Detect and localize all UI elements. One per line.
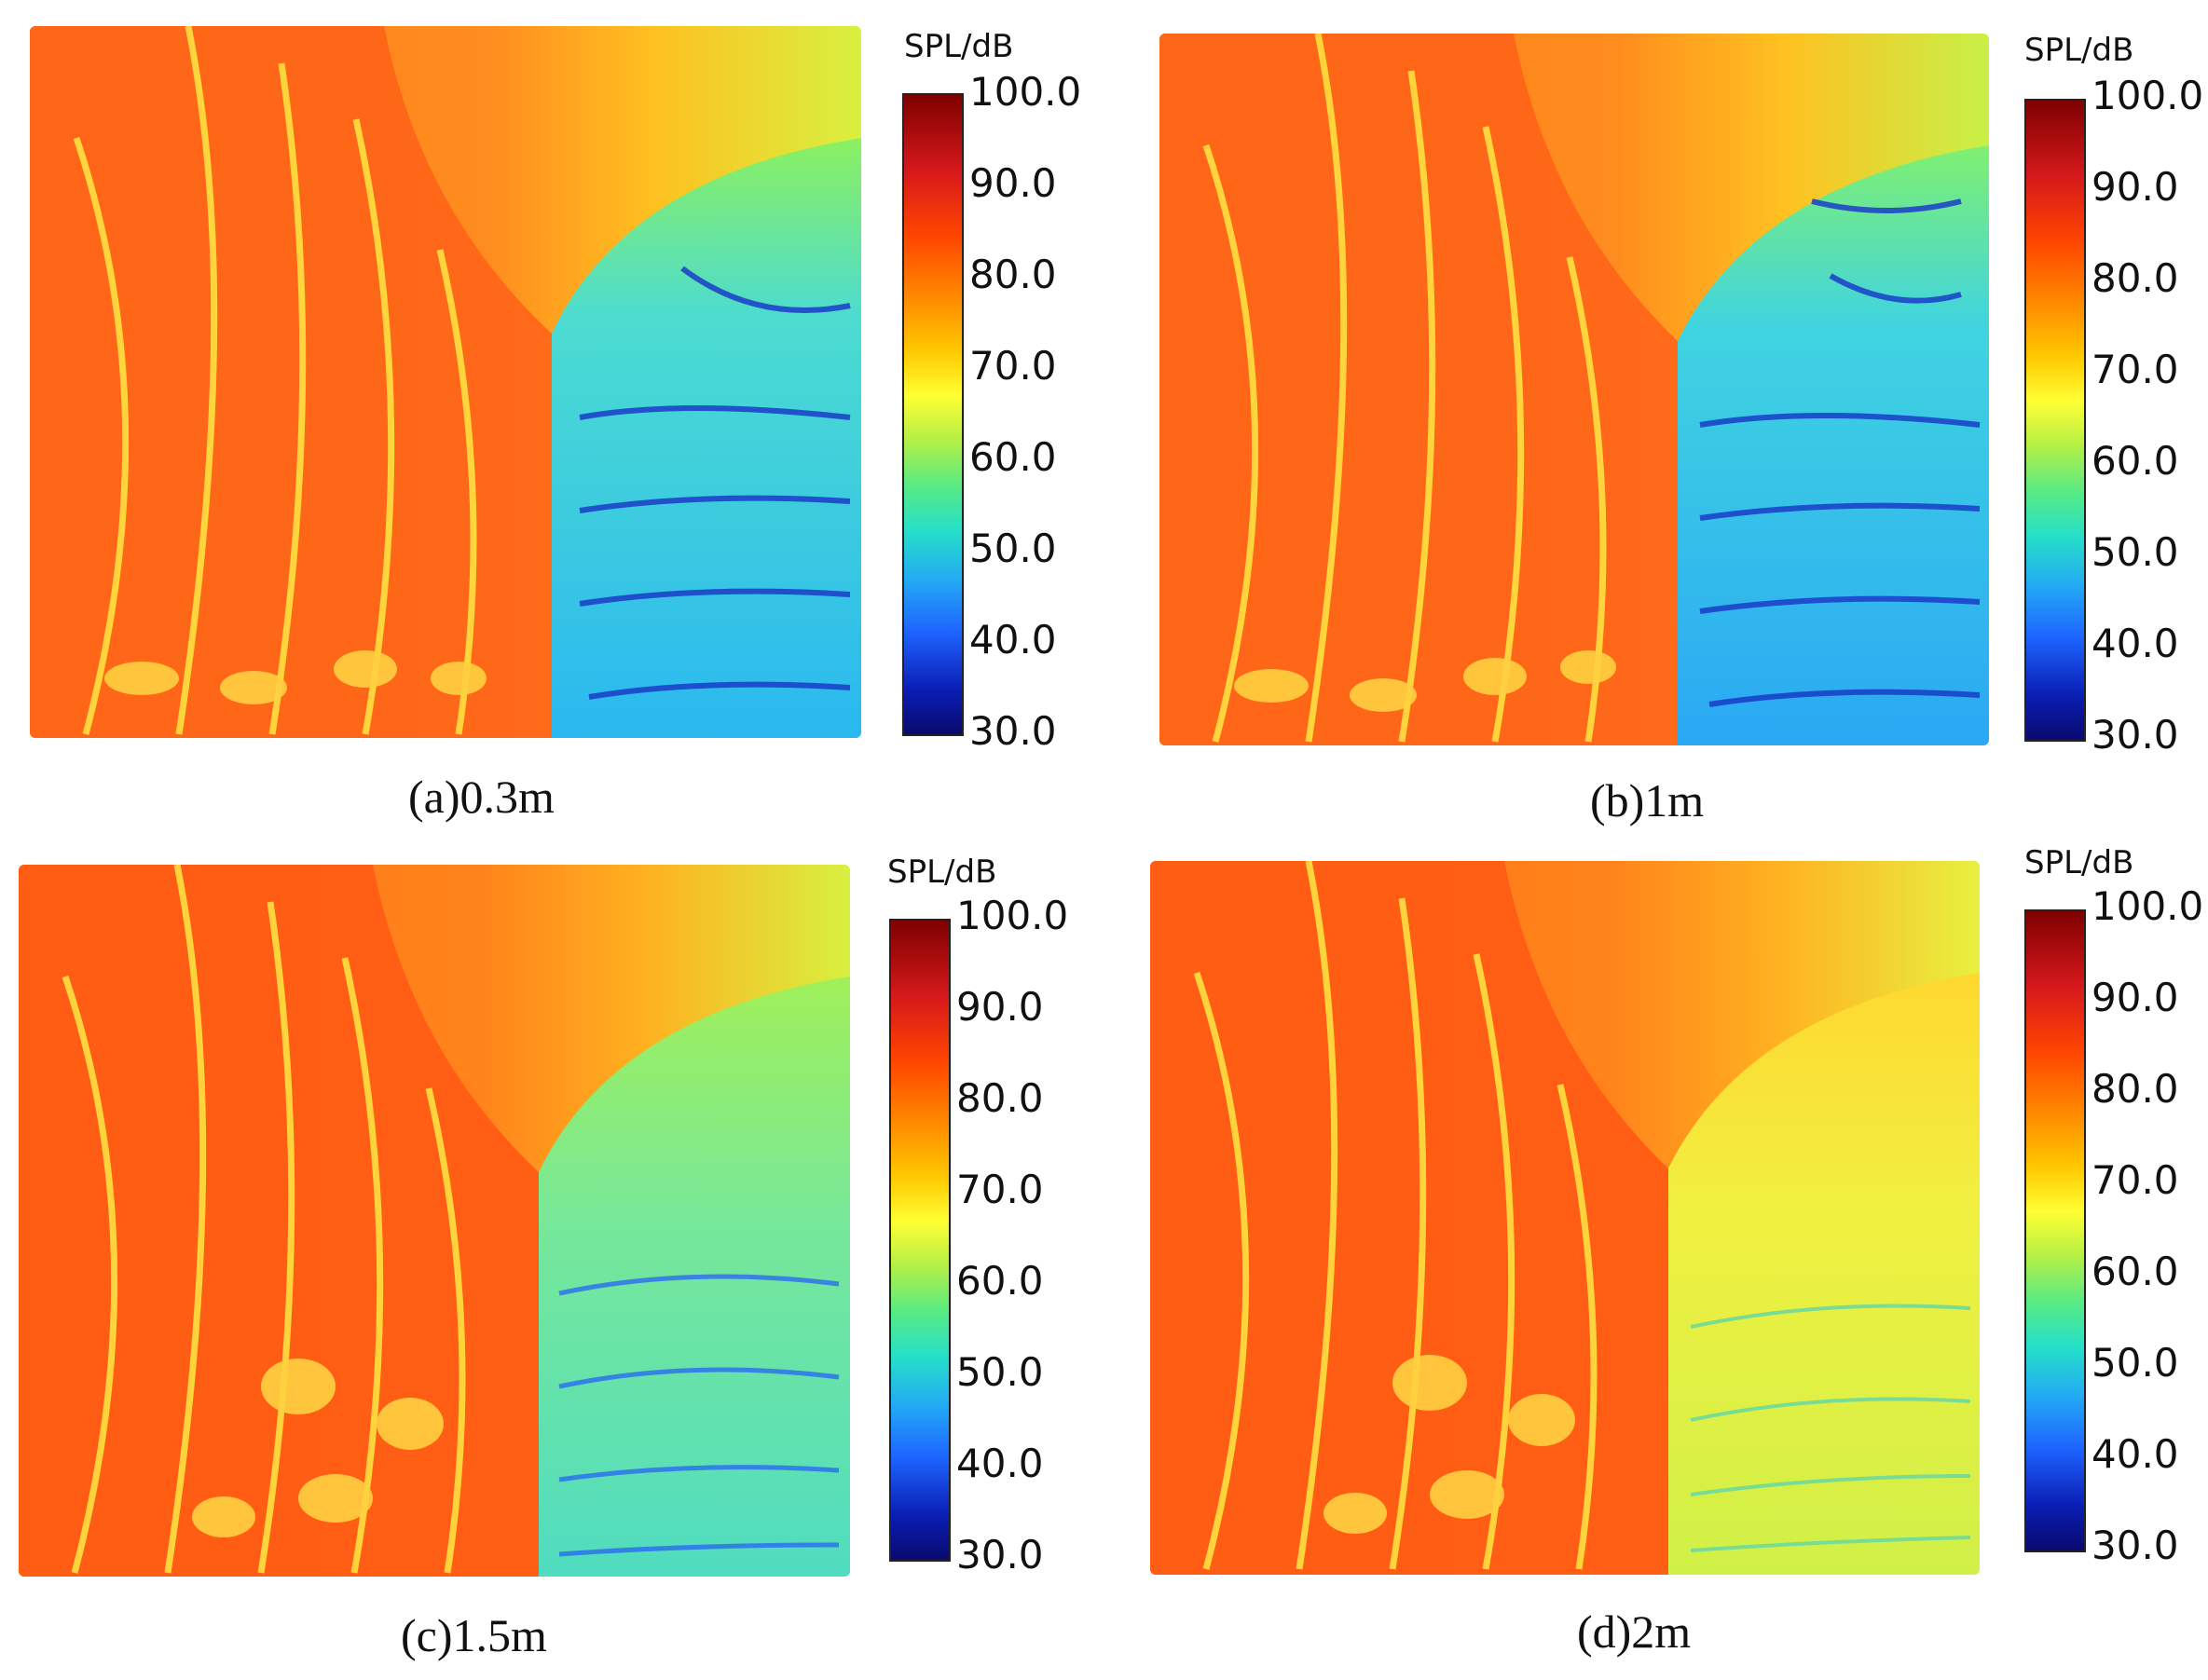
tick-label: 40.0 (2091, 1431, 2179, 1477)
tick-label: 90.0 (2091, 975, 2179, 1020)
tick-label: 80.0 (956, 1075, 1044, 1121)
tick-label: 40.0 (969, 617, 1057, 662)
tick-label: 90.0 (956, 984, 1044, 1030)
tick-label: 60.0 (2091, 438, 2179, 484)
tick-label: 100.0 (2091, 73, 2204, 118)
caption-d: (d)2m (1577, 1605, 1692, 1658)
tick-label: 30.0 (969, 708, 1057, 754)
tick-label: 100.0 (956, 893, 1069, 938)
tick-label: 60.0 (956, 1258, 1044, 1304)
spl-field-graphic-a (30, 26, 861, 738)
spl-field-d (1150, 861, 1980, 1575)
tick-label: 60.0 (2091, 1249, 2179, 1294)
tick-label: 30.0 (2091, 1523, 2179, 1568)
colorbar-title-a: SPL/dB (904, 28, 1014, 65)
tick-label: 70.0 (969, 343, 1057, 389)
colorbar-a (902, 93, 964, 736)
spl-field-a (30, 26, 861, 738)
tick-label: 80.0 (969, 252, 1057, 297)
colorbar-title-b: SPL/dB (2024, 32, 2134, 69)
colorbar-c (889, 919, 951, 1562)
colorbar-title-c: SPL/dB (887, 854, 997, 891)
tick-label: 80.0 (2091, 255, 2179, 301)
tick-label: 90.0 (2091, 164, 2179, 210)
caption-c: (c)1.5m (401, 1609, 547, 1661)
tick-label: 90.0 (969, 160, 1057, 206)
spl-field-graphic-d (1150, 861, 1980, 1575)
tick-label: 80.0 (2091, 1066, 2179, 1112)
tick-label: 70.0 (956, 1167, 1044, 1212)
spl-field-graphic-c (19, 865, 850, 1577)
spl-field-c (19, 865, 850, 1577)
tick-label: 70.0 (2091, 1157, 2179, 1203)
tick-label: 60.0 (969, 434, 1057, 480)
tick-label: 70.0 (2091, 347, 2179, 392)
spl-field-b (1159, 34, 1989, 745)
tick-label: 30.0 (2091, 712, 2179, 758)
colorbar-title-d: SPL/dB (2024, 844, 2134, 881)
colorbar-d (2024, 909, 2086, 1552)
tick-label: 50.0 (2091, 529, 2179, 575)
spl-field-graphic-b (1159, 34, 1989, 745)
tick-label: 50.0 (2091, 1340, 2179, 1386)
caption-a: (a)0.3m (408, 771, 555, 823)
tick-label: 40.0 (2091, 621, 2179, 666)
tick-label: 30.0 (956, 1532, 1044, 1578)
tick-label: 50.0 (969, 526, 1057, 571)
caption-b: (b)1m (1590, 774, 1705, 826)
tick-label: 100.0 (969, 69, 1082, 115)
tick-label: 50.0 (956, 1349, 1044, 1395)
tick-label: 100.0 (2091, 883, 2204, 929)
tick-label: 40.0 (956, 1441, 1044, 1486)
colorbar-b (2024, 99, 2086, 742)
